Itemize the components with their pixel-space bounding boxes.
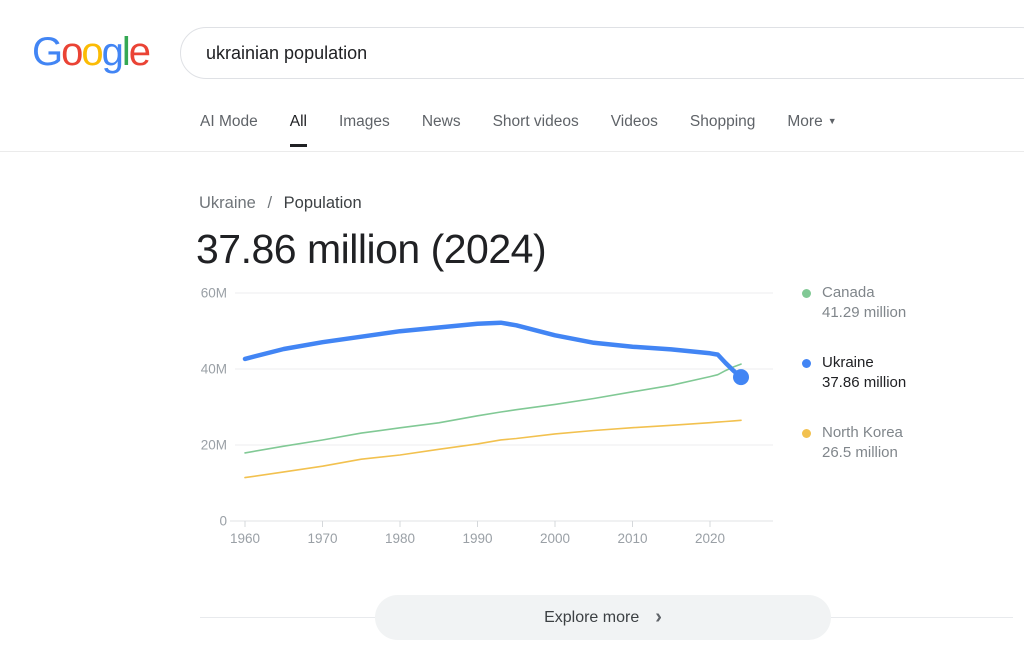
series-line-north-korea	[244, 419, 742, 479]
explore-more-button[interactable]: Explore more ›	[375, 595, 831, 640]
tab-videos[interactable]: Videos	[610, 113, 658, 130]
x-axis-label: 1970	[307, 531, 337, 546]
legend-entry-canada[interactable]: Canada 41.29 million	[802, 283, 1002, 323]
breadcrumb-separator: /	[267, 194, 273, 212]
series-line-canada	[244, 363, 742, 454]
tab-short-videos[interactable]: Short videos	[492, 113, 579, 130]
tab-ai-mode[interactable]: AI Mode	[200, 113, 258, 130]
header-divider	[0, 151, 1024, 152]
y-axis-label: 0	[219, 514, 227, 529]
dropdown-arrow-icon: ▼	[827, 116, 837, 126]
series-endpoint-dot	[733, 369, 749, 386]
tab-shopping[interactable]: Shopping	[689, 113, 756, 130]
y-axis-label: 20M	[201, 438, 227, 453]
tab-news[interactable]: News	[421, 113, 461, 130]
legend-country-value: 41.29 million	[822, 304, 907, 321]
chevron-right-icon: ›	[655, 605, 662, 628]
breadcrumb-parent[interactable]: Ukraine	[199, 194, 256, 212]
population-chart[interactable]: 1960 1970 1980 1990 2000 2010 2020 60M 40M 20M 0	[195, 283, 795, 550]
x-axis-label: 1960	[230, 531, 260, 546]
legend-entry-north-korea[interactable]: North Korea 26.5 million	[802, 423, 1002, 463]
x-axis-label: 2020	[695, 531, 725, 546]
tab-all[interactable]: All	[289, 113, 307, 147]
chart-legend: Canada 41.29 million Ukraine 37.86 million N…	[802, 283, 1002, 463]
logo-letter: l	[121, 30, 131, 74]
x-axis-label: 1990	[462, 531, 492, 546]
logo-letter: o	[61, 30, 83, 74]
breadcrumb: Ukraine / Population	[199, 194, 362, 213]
legend-country-name: North Korea	[822, 424, 903, 441]
logo-letter: e	[128, 30, 151, 74]
legend-dot-icon	[802, 359, 811, 368]
logo-letter: o	[81, 30, 103, 74]
legend-country-name: Canada	[822, 284, 875, 301]
chart-canvas[interactable]: 1960 1970 1980 1990 2000 2010 2020 60M 40M 20M 0	[195, 283, 795, 550]
x-axis-label: 2010	[617, 531, 647, 546]
legend-dot-icon	[802, 429, 811, 438]
tab-images[interactable]: Images	[338, 113, 390, 130]
tab-more[interactable]: More ▼	[787, 113, 837, 130]
legend-country-value: 37.86 million	[822, 374, 907, 391]
x-axis-label: 1980	[385, 531, 415, 546]
legend-entry-ukraine[interactable]: Ukraine 37.86 million	[802, 353, 1002, 393]
search-bar[interactable]: ukrainian population	[180, 27, 1024, 79]
logo-letter: G	[32, 30, 63, 74]
y-axis-label: 40M	[201, 362, 227, 377]
x-axis-label: 2000	[540, 531, 570, 546]
answer-title: 37.86 million (2024)	[196, 226, 547, 272]
legend-dot-icon	[802, 289, 811, 298]
explore-more-label: Explore more	[544, 608, 640, 626]
legend-country-value: 26.5 million	[822, 444, 898, 461]
breadcrumb-current[interactable]: Population	[283, 194, 362, 212]
legend-country-name: Ukraine	[822, 354, 874, 371]
logo-letter: g	[101, 30, 124, 74]
search-input[interactable]: ukrainian population	[206, 42, 368, 63]
series-line-ukraine	[242, 320, 744, 380]
results-tabs: AI Mode All Images News Short videos Videos Sh…	[200, 113, 837, 147]
y-axis-label: 60M	[201, 286, 227, 301]
google-logo[interactable]: Google	[32, 28, 151, 76]
